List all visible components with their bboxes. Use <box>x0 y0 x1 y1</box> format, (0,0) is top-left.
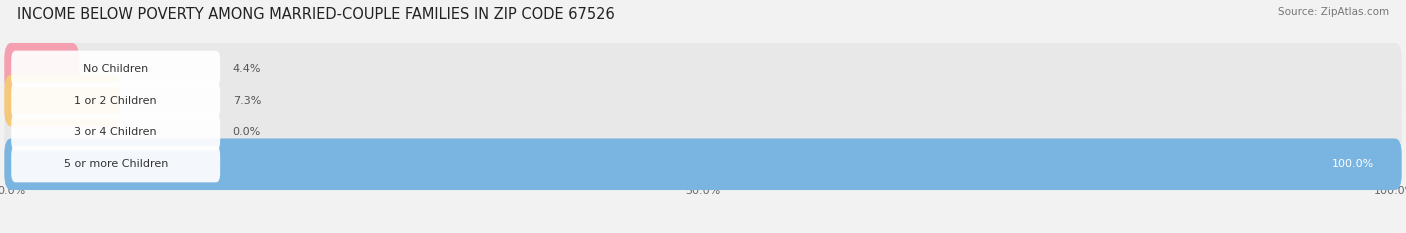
Text: 5 or more Children: 5 or more Children <box>63 159 167 169</box>
Text: Source: ZipAtlas.com: Source: ZipAtlas.com <box>1278 7 1389 17</box>
FancyBboxPatch shape <box>4 138 1402 190</box>
FancyBboxPatch shape <box>4 43 79 95</box>
FancyBboxPatch shape <box>11 82 221 119</box>
Text: 3 or 4 Children: 3 or 4 Children <box>75 127 157 137</box>
FancyBboxPatch shape <box>11 114 221 151</box>
Text: 100.0%: 100.0% <box>1331 159 1374 169</box>
FancyBboxPatch shape <box>4 138 1402 190</box>
Text: 4.4%: 4.4% <box>232 64 262 74</box>
FancyBboxPatch shape <box>11 51 221 87</box>
Text: 1 or 2 Children: 1 or 2 Children <box>75 96 157 106</box>
Text: 7.3%: 7.3% <box>232 96 262 106</box>
FancyBboxPatch shape <box>4 75 120 126</box>
Text: 0.0%: 0.0% <box>232 127 262 137</box>
FancyBboxPatch shape <box>4 43 1402 95</box>
FancyBboxPatch shape <box>4 75 1402 126</box>
FancyBboxPatch shape <box>11 146 221 182</box>
FancyBboxPatch shape <box>4 107 1402 158</box>
Text: INCOME BELOW POVERTY AMONG MARRIED-COUPLE FAMILIES IN ZIP CODE 67526: INCOME BELOW POVERTY AMONG MARRIED-COUPL… <box>17 7 614 22</box>
Text: No Children: No Children <box>83 64 148 74</box>
